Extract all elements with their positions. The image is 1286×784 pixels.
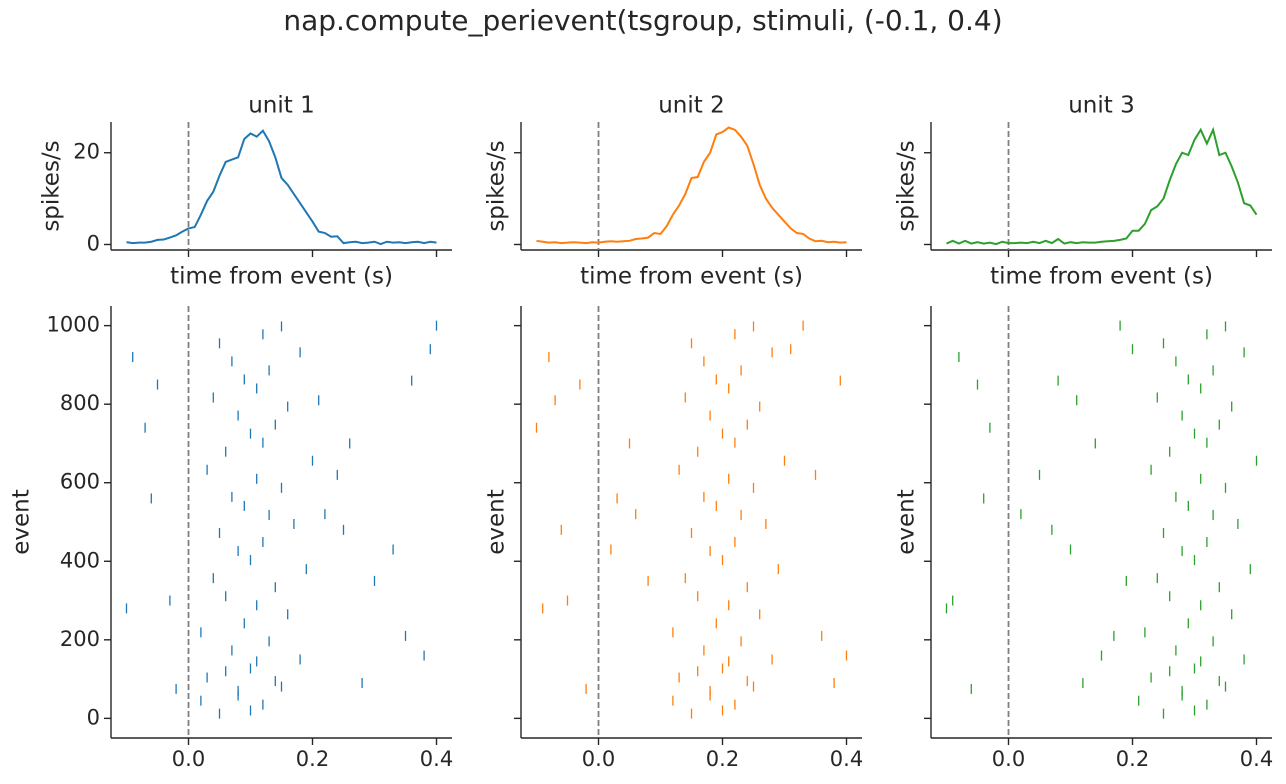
y-axis-label: event (9, 489, 35, 555)
y-tick-label: 20 (73, 140, 100, 164)
y-tick-label: 200 (60, 627, 100, 651)
x-tick-label: 0.4 (830, 747, 863, 771)
y-axis-label: spikes/s (484, 140, 510, 231)
x-tick-label: 0.4 (420, 747, 453, 771)
y-tick-label: 0 (87, 705, 100, 729)
y-tick-label: 800 (60, 391, 100, 415)
y-tick-label: 0 (87, 231, 100, 255)
subplot-title: unit 1 (248, 93, 315, 119)
x-axis-label: time from event (s) (990, 264, 1213, 290)
x-tick-label: 0.0 (582, 747, 615, 771)
subplot-title: unit 2 (658, 93, 725, 119)
x-tick-label: 0.0 (992, 747, 1025, 771)
figure-title: nap.compute_perievent(tsgroup, stimuli, … (283, 4, 1002, 37)
y-axis-label: event (894, 489, 920, 555)
x-axis-label: time from event (s) (580, 264, 803, 290)
x-tick-label: 0.2 (1116, 747, 1149, 771)
x-tick-label: 0.2 (296, 747, 329, 771)
x-axis-label: time from event (s) (170, 264, 393, 290)
y-tick-label: 400 (60, 548, 100, 572)
y-axis-label: event (484, 489, 510, 555)
x-tick-label: 0.0 (172, 747, 205, 771)
y-axis-label: spikes/s (39, 140, 65, 231)
psth-line (126, 129, 437, 246)
x-tick-label: 0.4 (1240, 747, 1273, 771)
subplot-title: unit 3 (1068, 93, 1135, 119)
psth-line (536, 126, 847, 245)
y-tick-label: 600 (60, 470, 100, 494)
psth-line (946, 126, 1258, 246)
x-tick-label: 0.2 (706, 747, 739, 771)
y-tick-label: 1000 (47, 313, 100, 337)
y-axis-label: spikes/s (894, 140, 920, 231)
